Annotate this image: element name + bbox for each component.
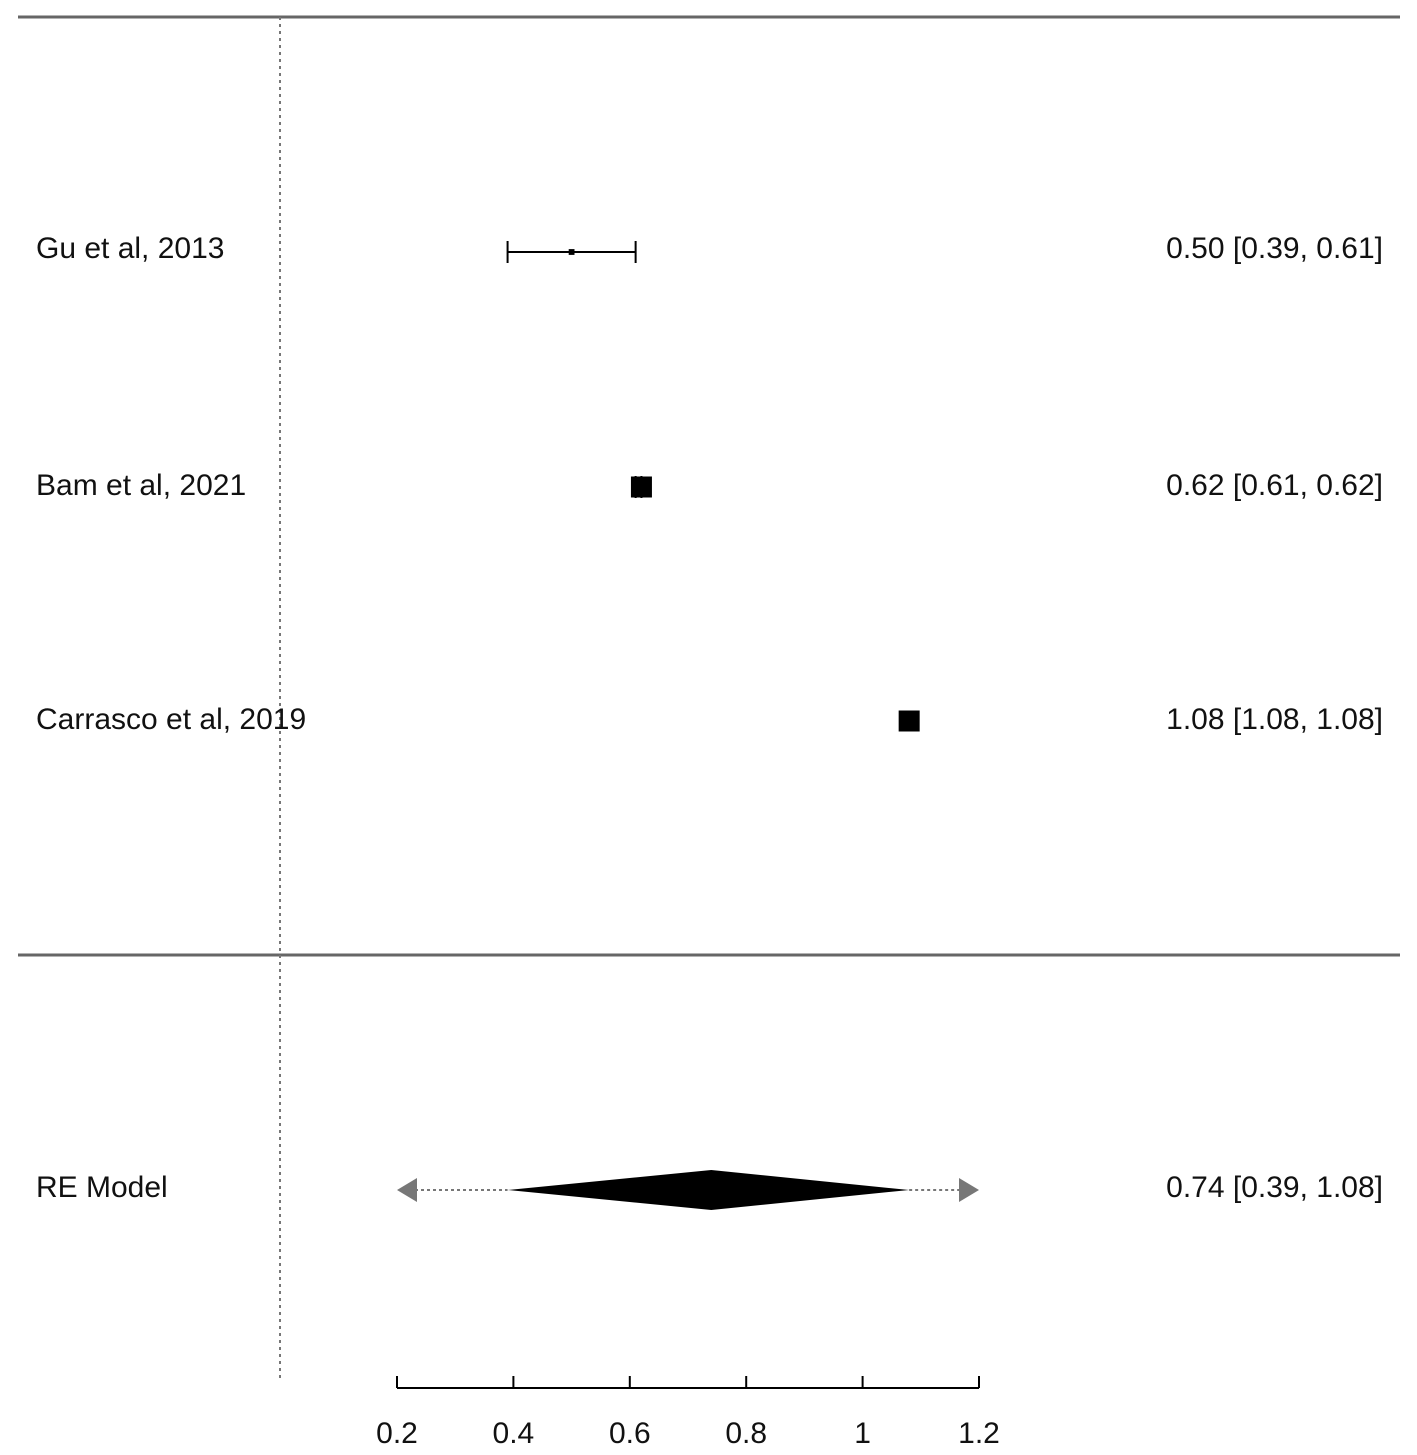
x-tick-label: 1.2 bbox=[958, 1417, 1000, 1450]
x-axis: 0.2 0.4 0.6 0.8 1 1.2 bbox=[376, 1376, 1000, 1450]
x-tick-label: 0.6 bbox=[609, 1417, 651, 1450]
study-ci-interval bbox=[898, 710, 920, 732]
summary-row: RE Model 0.74 [0.39, 1.08] bbox=[36, 1170, 1383, 1210]
x-tick-label: 0.8 bbox=[725, 1417, 767, 1450]
study-label: Bam et al, 2021 bbox=[36, 469, 246, 502]
summary-diamond bbox=[507, 1170, 910, 1210]
study-label: Gu et al, 2013 bbox=[36, 232, 224, 265]
study-row: Gu et al, 2013 0.50 [0.39, 0.61] bbox=[36, 232, 1383, 265]
study-ci-interval bbox=[630, 476, 652, 498]
point-estimate-square bbox=[898, 710, 920, 732]
study-ci-interval bbox=[506, 241, 637, 263]
study-row: Bam et al, 2021 0.62 [0.61, 0.62] bbox=[36, 469, 1383, 502]
study-estimate-text: 1.08 [1.08, 1.08] bbox=[1166, 703, 1383, 736]
study-row: Carrasco et al, 2019 1.08 [1.08, 1.08] bbox=[36, 703, 1383, 736]
prediction-arrow-left bbox=[397, 1178, 417, 1202]
summary-estimate-text: 0.74 [0.39, 1.08] bbox=[1166, 1171, 1383, 1204]
prediction-arrow-right bbox=[959, 1178, 979, 1202]
point-estimate-square bbox=[630, 476, 652, 498]
study-label: Carrasco et al, 2019 bbox=[36, 703, 306, 736]
x-tick-label: 1 bbox=[854, 1417, 871, 1450]
summary-label: RE Model bbox=[36, 1171, 168, 1204]
point-estimate-square bbox=[568, 249, 575, 255]
summary-marks bbox=[397, 1170, 979, 1210]
x-tick-label: 0.4 bbox=[493, 1417, 535, 1450]
study-estimate-text: 0.62 [0.61, 0.62] bbox=[1166, 469, 1383, 502]
study-estimate-text: 0.50 [0.39, 0.61] bbox=[1166, 232, 1383, 265]
x-tick-label: 0.2 bbox=[376, 1417, 418, 1450]
